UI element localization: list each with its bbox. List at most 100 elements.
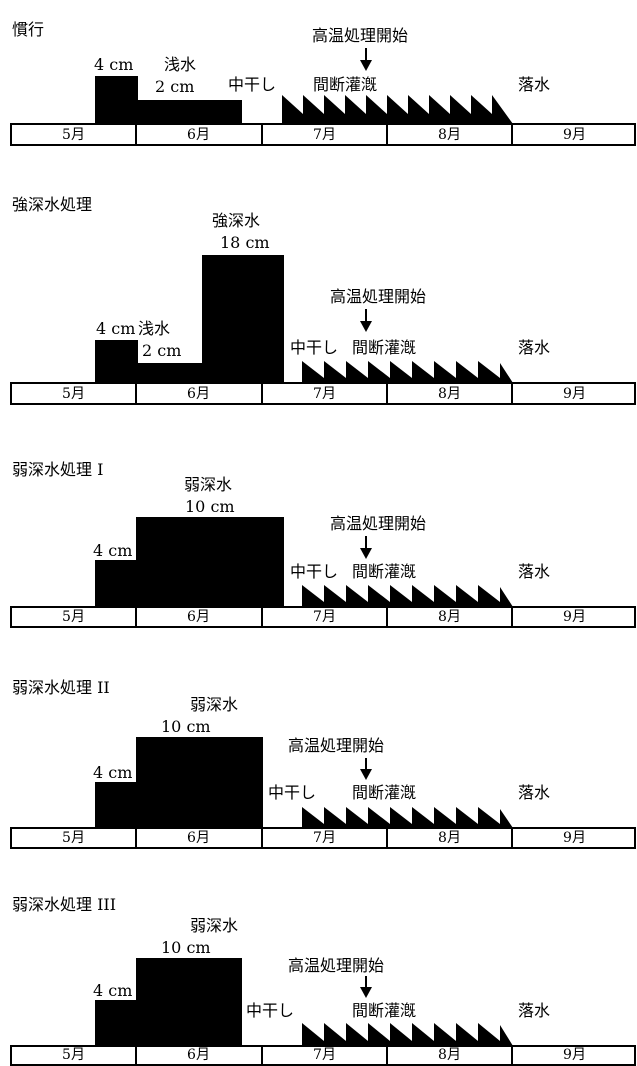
month-august: 8月 — [438, 127, 461, 143]
label-intermittent: 間断灌漑 — [352, 1001, 417, 1020]
label-shallow-depth: 2 cm — [142, 341, 182, 360]
shallow-water-block — [138, 363, 202, 382]
label-intermittent: 間断灌漑 — [352, 338, 417, 357]
month-may: 5月 — [62, 1047, 85, 1063]
month-august: 8月 — [438, 386, 461, 402]
panel-title: 弱深水処理 I — [12, 460, 104, 479]
panel-weak-deep-water-3: 弱深水処理 III 弱深水 10 cm 高温処理開始 4 cm 中干し 間断灌漑… — [0, 885, 637, 1066]
label-heat-start: 高温処理開始 — [330, 514, 427, 533]
initial-water-block — [95, 782, 138, 828]
intermittent-irrigation-sawtooth — [302, 1023, 513, 1046]
label-deep-water: 弱深水 — [190, 695, 239, 714]
water-depth-diagram — [10, 958, 636, 1066]
month-september: 9月 — [563, 830, 586, 846]
label-deep-depth: 18 cm — [220, 233, 270, 252]
label-deep-depth: 10 cm — [161, 717, 211, 736]
month-august: 8月 — [438, 609, 461, 625]
water-depth-diagram — [10, 517, 636, 628]
month-may: 5月 — [62, 609, 85, 625]
deep-water-block — [136, 737, 263, 828]
panel-title: 慣行 — [12, 20, 45, 39]
label-final-drain: 落水 — [518, 75, 551, 94]
label-initial-depth: 4 cm — [96, 319, 136, 338]
label-final-drain: 落水 — [518, 1001, 551, 1020]
heat-arrow-head — [360, 60, 372, 71]
heat-arrow-head — [360, 548, 372, 559]
label-shallow-water: 浅水 — [138, 319, 171, 338]
water-depth-diagram — [10, 255, 636, 405]
month-axis-bar — [10, 606, 636, 628]
label-final-drain: 落水 — [518, 562, 551, 581]
label-shallow-water: 浅水 — [164, 55, 197, 74]
month-axis-bar — [10, 123, 636, 146]
intermittent-irrigation-sawtooth — [282, 95, 513, 124]
label-heat-start: 高温処理開始 — [288, 956, 385, 975]
label-initial-depth: 4 cm — [94, 55, 134, 74]
label-midseason-drain: 中干し — [246, 1001, 295, 1020]
panel-title: 弱深水処理 III — [12, 895, 117, 914]
panel-strong-deep-water: 強深水処理 強深水 18 cm 高温処理開始 4 cm 浅水 2 cm 中干し … — [0, 185, 637, 405]
month-july: 7月 — [313, 609, 336, 625]
label-shallow-depth: 2 cm — [155, 77, 195, 96]
month-june: 6月 — [187, 386, 210, 402]
month-may: 5月 — [62, 830, 85, 846]
label-deep-depth: 10 cm — [185, 497, 235, 516]
deep-water-block — [136, 517, 284, 606]
label-deep-water: 強深水 — [212, 211, 261, 230]
initial-water-block — [95, 340, 138, 382]
month-august: 8月 — [438, 1047, 461, 1063]
month-september: 9月 — [563, 609, 586, 625]
label-heat-start: 高温処理開始 — [330, 287, 427, 306]
deep-water-block — [136, 958, 242, 1045]
label-intermittent: 間断灌漑 — [352, 562, 417, 581]
month-july: 7月 — [313, 386, 336, 402]
label-deep-depth: 10 cm — [161, 938, 211, 957]
label-deep-water: 弱深水 — [184, 475, 233, 494]
month-may: 5月 — [62, 386, 85, 402]
deep-water-block — [202, 255, 284, 382]
month-june: 6月 — [187, 830, 210, 846]
month-june: 6月 — [187, 1047, 210, 1063]
month-may: 5月 — [62, 127, 85, 143]
month-axis-bar — [10, 382, 636, 405]
panel-weak-deep-water-1: 弱深水処理 I 弱深水 10 cm 高温処理開始 4 cm 中干し 間断灌漑 落… — [0, 450, 637, 630]
label-intermittent: 間断灌漑 — [313, 75, 378, 94]
heat-arrow-head — [360, 987, 372, 998]
heat-arrow-head — [360, 321, 372, 332]
month-june: 6月 — [187, 609, 210, 625]
label-heat-start: 高温処理開始 — [288, 736, 385, 755]
label-heat-start: 高温処理開始 — [312, 26, 409, 45]
label-initial-depth: 4 cm — [93, 541, 133, 560]
month-july: 7月 — [313, 127, 336, 143]
month-june: 6月 — [187, 127, 210, 143]
shallow-water-block — [138, 100, 242, 123]
panel-weak-deep-water-2: 弱深水処理 II 弱深水 10 cm 高温処理開始 4 cm 中干し 間断灌漑 … — [0, 670, 637, 850]
month-axis-bar — [10, 1045, 636, 1066]
intermittent-irrigation-sawtooth — [302, 807, 513, 828]
intermittent-irrigation-sawtooth — [302, 585, 513, 607]
label-midseason-drain: 中干し — [228, 75, 277, 94]
label-deep-water: 弱深水 — [190, 916, 239, 935]
label-initial-depth: 4 cm — [93, 763, 133, 782]
month-september: 9月 — [563, 1047, 586, 1063]
month-axis-bar — [10, 827, 636, 849]
label-initial-depth: 4 cm — [93, 981, 133, 1000]
label-midseason-drain: 中干し — [290, 562, 339, 581]
month-september: 9月 — [563, 386, 586, 402]
month-august: 8月 — [438, 830, 461, 846]
panel-conventional: 慣行 4 cm 浅水 2 cm 中干し 間断灌漑 高温処理開始 落水 5月 6月… — [0, 0, 637, 160]
water-depth-diagram — [10, 737, 636, 849]
panel-title: 強深水処理 — [12, 195, 93, 214]
label-intermittent: 間断灌漑 — [352, 783, 417, 802]
month-july: 7月 — [313, 1047, 336, 1063]
month-september: 9月 — [563, 127, 586, 143]
month-july: 7月 — [313, 830, 336, 846]
heat-arrow-head — [360, 769, 372, 780]
initial-water-block — [95, 1000, 138, 1045]
label-final-drain: 落水 — [518, 783, 551, 802]
initial-water-block — [95, 560, 138, 606]
panel-title: 弱深水処理 II — [12, 678, 110, 697]
water-depth-diagram — [10, 48, 636, 146]
label-midseason-drain: 中干し — [290, 338, 339, 357]
initial-water-block — [95, 76, 138, 123]
